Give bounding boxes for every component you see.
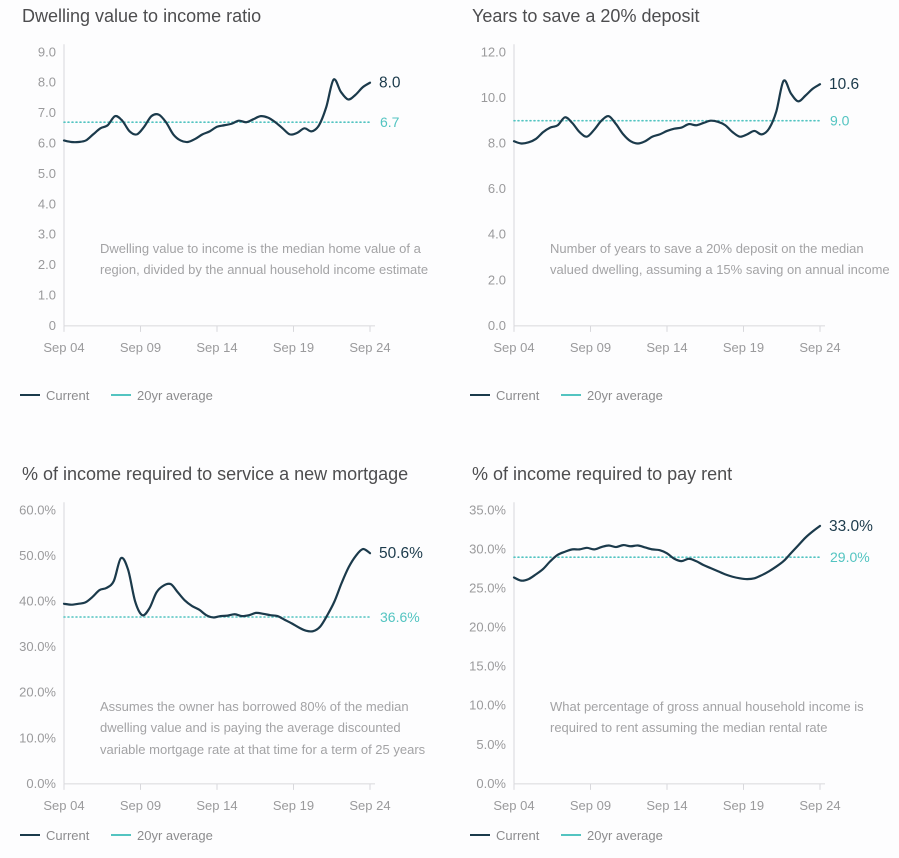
svg-text:2.0: 2.0 xyxy=(38,257,56,272)
svg-text:50.6%: 50.6% xyxy=(379,545,423,562)
svg-text:Sep 19: Sep 19 xyxy=(273,340,314,355)
svg-text:4.0: 4.0 xyxy=(488,227,506,242)
svg-text:30.0%: 30.0% xyxy=(19,639,56,654)
svg-text:0.0%: 0.0% xyxy=(476,776,506,791)
svg-text:Sep 09: Sep 09 xyxy=(120,798,161,813)
svg-text:35.0%: 35.0% xyxy=(469,502,506,517)
svg-text:40.0%: 40.0% xyxy=(19,594,56,609)
svg-text:Sep 14: Sep 14 xyxy=(196,340,237,355)
svg-text:Sep 19: Sep 19 xyxy=(723,798,764,813)
svg-text:29.0%: 29.0% xyxy=(830,549,870,565)
svg-text:Sep 09: Sep 09 xyxy=(120,340,161,355)
svg-text:15.0%: 15.0% xyxy=(469,659,506,674)
svg-text:2.0: 2.0 xyxy=(488,272,506,287)
svg-text:10.0: 10.0 xyxy=(481,90,506,105)
svg-text:Sep 24: Sep 24 xyxy=(799,798,840,813)
svg-text:20.0%: 20.0% xyxy=(19,685,56,700)
svg-text:36.6%: 36.6% xyxy=(380,609,420,625)
svg-text:Sep 24: Sep 24 xyxy=(349,798,390,813)
svg-text:5.0%: 5.0% xyxy=(476,737,506,752)
svg-text:Sep 09: Sep 09 xyxy=(570,798,611,813)
svg-text:Sep 14: Sep 14 xyxy=(646,340,687,355)
svg-text:9.0: 9.0 xyxy=(830,113,850,129)
svg-text:3.0: 3.0 xyxy=(38,227,56,242)
svg-text:6.7: 6.7 xyxy=(380,114,400,130)
svg-text:30.0%: 30.0% xyxy=(469,541,506,556)
svg-text:Sep 24: Sep 24 xyxy=(349,340,390,355)
svg-text:Sep 24: Sep 24 xyxy=(799,340,840,355)
svg-text:8.0: 8.0 xyxy=(38,75,56,90)
svg-text:33.0%: 33.0% xyxy=(829,518,873,535)
svg-text:Sep 14: Sep 14 xyxy=(646,798,687,813)
svg-text:0.0%: 0.0% xyxy=(26,776,56,791)
svg-text:60.0%: 60.0% xyxy=(19,502,56,517)
svg-text:10.0%: 10.0% xyxy=(19,730,56,745)
svg-text:12.0: 12.0 xyxy=(481,44,506,59)
svg-text:10.6: 10.6 xyxy=(829,76,859,93)
svg-text:Sep 09: Sep 09 xyxy=(570,340,611,355)
svg-text:1.0: 1.0 xyxy=(38,288,56,303)
svg-text:7.0: 7.0 xyxy=(38,105,56,120)
svg-text:Sep 04: Sep 04 xyxy=(493,798,534,813)
svg-text:10.0%: 10.0% xyxy=(469,698,506,713)
svg-text:0.0: 0.0 xyxy=(488,318,506,333)
svg-text:6.0: 6.0 xyxy=(488,181,506,196)
svg-text:0: 0 xyxy=(49,318,56,333)
svg-text:9.0: 9.0 xyxy=(38,44,56,59)
svg-text:25.0%: 25.0% xyxy=(469,580,506,595)
svg-text:8.0: 8.0 xyxy=(488,136,506,151)
svg-text:Sep 19: Sep 19 xyxy=(273,798,314,813)
svg-text:6.0: 6.0 xyxy=(38,136,56,151)
svg-text:Sep 04: Sep 04 xyxy=(493,340,534,355)
svg-text:5.0: 5.0 xyxy=(38,166,56,181)
svg-text:Sep 19: Sep 19 xyxy=(723,340,764,355)
svg-text:50.0%: 50.0% xyxy=(19,548,56,563)
svg-text:Sep 04: Sep 04 xyxy=(43,798,84,813)
svg-text:4.0: 4.0 xyxy=(38,196,56,211)
svg-text:Sep 04: Sep 04 xyxy=(43,340,84,355)
svg-text:20.0%: 20.0% xyxy=(469,620,506,635)
svg-text:Sep 14: Sep 14 xyxy=(196,798,237,813)
svg-text:8.0: 8.0 xyxy=(379,75,401,92)
